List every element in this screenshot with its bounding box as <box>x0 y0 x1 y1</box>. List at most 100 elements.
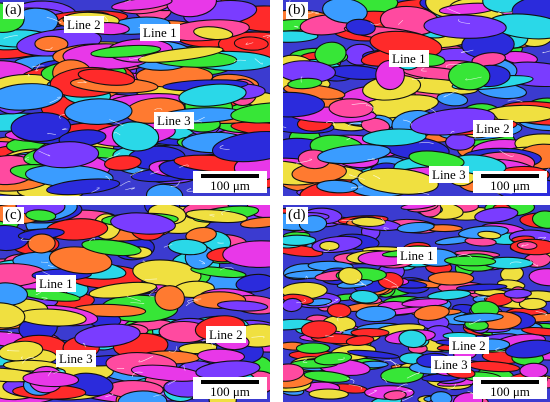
sub-boundary <box>401 390 412 393</box>
grain <box>81 239 142 257</box>
sub-boundary <box>233 59 246 63</box>
scale-bar-b: 100 μm <box>473 171 547 193</box>
sub-boundary <box>88 237 95 242</box>
line-2-label-a: Line 2 <box>64 16 104 33</box>
line-1-label-b: Line 1 <box>389 50 429 67</box>
sub-boundary <box>91 187 100 193</box>
sub-boundary <box>130 302 145 305</box>
sub-boundary <box>130 169 144 177</box>
grain <box>27 233 56 254</box>
sub-boundary <box>49 96 61 104</box>
sub-boundary <box>418 192 430 195</box>
sub-boundary <box>283 126 287 129</box>
sub-boundary <box>349 174 365 180</box>
grain <box>103 155 142 171</box>
grain <box>216 300 269 312</box>
grain <box>145 183 184 196</box>
sub-boundary <box>24 156 30 161</box>
sub-boundary <box>132 371 143 378</box>
sub-boundary <box>109 119 124 126</box>
sub-boundary <box>179 164 189 168</box>
grain <box>351 216 386 227</box>
grain <box>396 221 435 234</box>
grain <box>531 210 550 229</box>
sub-boundary <box>209 214 215 217</box>
sub-boundary <box>219 266 234 271</box>
grain <box>46 178 121 196</box>
grain <box>283 234 317 246</box>
line-3-label-d: Line 3 <box>431 356 471 373</box>
sub-boundary <box>305 275 308 279</box>
sub-boundary <box>465 76 482 81</box>
sub-boundary <box>458 18 471 24</box>
grain <box>193 26 234 41</box>
sub-boundary <box>382 378 388 383</box>
sub-boundary <box>311 11 320 14</box>
grain <box>240 216 270 229</box>
grain <box>230 102 270 124</box>
sub-boundary <box>347 122 362 127</box>
grain <box>211 130 270 163</box>
sub-boundary <box>35 63 41 72</box>
sub-boundary <box>251 336 265 339</box>
sub-boundary <box>326 298 339 306</box>
sub-boundary <box>542 50 550 54</box>
grain <box>474 206 519 223</box>
panel-label-c: (c) <box>3 207 24 224</box>
sub-boundary <box>383 278 397 286</box>
sub-boundary <box>495 347 506 353</box>
grain <box>326 303 352 319</box>
sub-boundary <box>262 35 270 38</box>
grain <box>74 323 141 348</box>
ebsd-map-d: (d) Line 1 Line 2 Line 3 100 μm <box>283 205 550 402</box>
grain <box>90 44 162 58</box>
grain <box>0 302 26 329</box>
grain <box>423 14 507 39</box>
sub-boundary <box>391 285 399 289</box>
sub-boundary <box>150 171 159 175</box>
sub-boundary <box>351 186 363 189</box>
sub-boundary <box>348 384 363 390</box>
sub-boundary <box>529 260 539 267</box>
sub-boundary <box>419 142 434 144</box>
sub-boundary <box>450 131 455 134</box>
grain <box>295 342 331 354</box>
grain <box>154 285 185 311</box>
panel-label-d: (d) <box>286 207 308 224</box>
line-2-label-b: Line 2 <box>473 120 513 137</box>
sub-boundary <box>346 137 351 141</box>
grain <box>283 30 319 43</box>
grain <box>48 246 113 275</box>
sub-boundary <box>406 372 421 379</box>
grain <box>0 83 64 111</box>
sub-boundary <box>367 158 376 160</box>
line-2-label-c: Line 2 <box>206 326 246 343</box>
sub-boundary <box>38 150 51 157</box>
sub-boundary <box>187 298 202 304</box>
grain <box>338 267 363 285</box>
grain <box>430 391 453 402</box>
ebsd-map-a: (a) Line 1 Line 2 Line 3 100 μm <box>0 0 270 196</box>
grain <box>319 240 340 251</box>
sub-boundary <box>120 181 131 187</box>
sub-boundary <box>77 81 87 83</box>
sub-boundary <box>537 236 546 240</box>
sub-boundary <box>373 174 381 179</box>
grain <box>503 288 532 299</box>
grain <box>453 312 504 323</box>
sub-boundary <box>323 248 331 252</box>
sub-boundary <box>411 77 424 80</box>
sub-boundary <box>443 89 459 98</box>
sub-boundary <box>105 394 114 398</box>
sub-boundary <box>183 365 186 371</box>
sub-boundary <box>106 152 121 159</box>
grain <box>25 209 57 222</box>
sub-boundary <box>396 383 408 389</box>
sub-boundary <box>325 121 336 126</box>
sub-boundary <box>163 244 173 248</box>
grain <box>178 83 247 107</box>
sub-boundary <box>7 331 13 334</box>
sub-boundary <box>254 58 263 65</box>
grain <box>64 98 133 125</box>
scale-bar-a: 100 μm <box>193 171 267 193</box>
